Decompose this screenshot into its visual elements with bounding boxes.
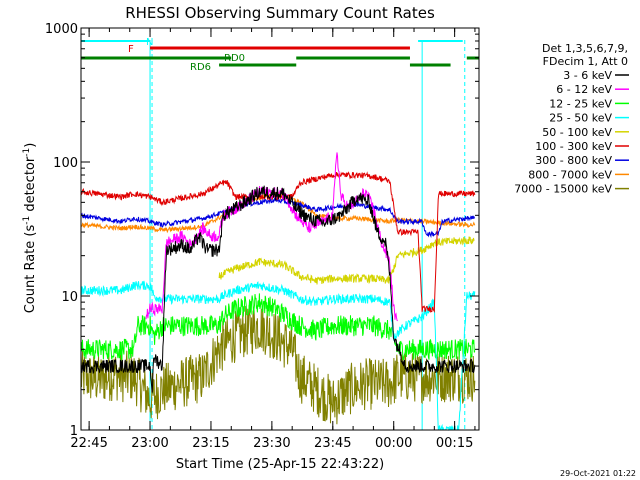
y-tick-label-1: 1 bbox=[70, 424, 78, 439]
y-tick-label-3: 100 bbox=[53, 156, 78, 171]
x-tick-label-7: 00:15 bbox=[436, 436, 473, 451]
y-axis-label-mid: detector bbox=[23, 156, 38, 216]
x-tick-label-5: 23:45 bbox=[314, 436, 351, 451]
flag-bars: N F RD0 RD6 bbox=[81, 37, 479, 73]
y-tick-label-2: 10 bbox=[61, 290, 78, 305]
x-tick-label-3: 23:15 bbox=[192, 436, 229, 451]
series-line-2 bbox=[80, 293, 476, 361]
flag-label-n: N bbox=[146, 37, 153, 48]
legend-label-8: 800 - 7000 keV bbox=[528, 168, 612, 181]
legend-label-4: 25 - 50 keV bbox=[549, 112, 612, 125]
y-axis-label-main: Count Rate (s bbox=[23, 225, 38, 314]
legend-label-3: 12 - 25 keV bbox=[549, 97, 612, 110]
series-line-4 bbox=[218, 236, 475, 285]
legend-label-7: 300 - 800 keV bbox=[535, 154, 612, 167]
series-line-3 bbox=[80, 280, 476, 431]
series-line-9 bbox=[80, 185, 476, 393]
x-tick-label-1: 22:45 bbox=[70, 436, 107, 451]
legend: Det 1,3,5,6,7,9,FDecim 1, Att 03 - 6 keV… bbox=[514, 42, 629, 196]
legend-label-9: 7000 - 15000 keV bbox=[514, 183, 612, 196]
legend-label-5: 50 - 100 keV bbox=[542, 126, 612, 139]
flag-label-rd0: RD0 bbox=[224, 53, 245, 64]
flag-label-f: F bbox=[128, 44, 134, 55]
x-tick-label-2: 23:00 bbox=[131, 436, 168, 451]
x-axis-label: Start Time (25-Apr-15 22:43:22) bbox=[176, 457, 384, 472]
flag-label-rd6: RD6 bbox=[190, 62, 211, 73]
y-axis-label-sup1: -1 bbox=[22, 216, 32, 225]
legend-header-1: Det 1,3,5,6,7,9, bbox=[542, 42, 628, 55]
x-tick-label-4: 23:30 bbox=[253, 436, 290, 451]
y-axis-label-sup2: -1 bbox=[22, 148, 32, 157]
legend-label-2: 6 - 12 keV bbox=[556, 83, 612, 96]
timestamp: 29-Oct-2021 01:22 bbox=[560, 469, 636, 478]
plot-frame bbox=[80, 27, 480, 431]
series-line-1 bbox=[80, 305, 476, 425]
legend-label-1: 3 - 6 keV bbox=[563, 69, 612, 82]
plot-area bbox=[80, 40, 476, 431]
legend-header-2: FDecim 1, Att 0 bbox=[543, 55, 628, 68]
legend-label-6: 100 - 300 keV bbox=[535, 140, 612, 153]
chart-title: RHESSI Observing Summary Count Rates bbox=[125, 4, 435, 22]
y-tick-label-4: 1000 bbox=[45, 22, 78, 37]
y-axis-label-end: ) bbox=[23, 143, 38, 148]
axes: 1 10 100 1000 22:45 23:00 23:15 23:30 23:45 00:00… bbox=[45, 22, 480, 451]
y-axis-label: Count Rate (s-1 detector-1) bbox=[22, 143, 38, 314]
x-tick-label-6: 00:00 bbox=[375, 436, 412, 451]
